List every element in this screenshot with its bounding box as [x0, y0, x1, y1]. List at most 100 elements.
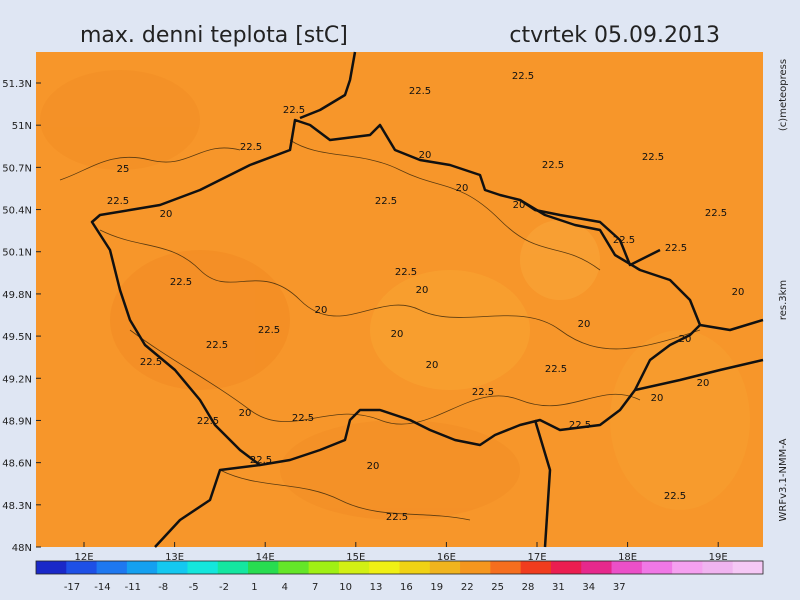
- lon-label: 17E: [527, 552, 546, 563]
- colorbar-label: 22: [461, 582, 474, 593]
- contour-label: 20: [391, 329, 404, 340]
- colorbar-frame: [35, 560, 764, 575]
- colorbar-swatch: [308, 561, 340, 574]
- contour-label: 22.5: [705, 208, 727, 219]
- contour-label: 20: [160, 209, 173, 220]
- contour-label: 20: [513, 200, 526, 211]
- contour-labels: 22.5 22.5 22.5 22.5 25 20 22.5 22.5 20 22.5 20 22.5…: [107, 71, 745, 523]
- lat-label: 50.1N: [2, 248, 32, 259]
- colorbar-swatch: [248, 561, 279, 574]
- colorbar-swatch: [550, 561, 582, 574]
- lat-label: 49.8N: [2, 290, 32, 301]
- lon-label: 16E: [437, 552, 456, 563]
- lon-label: 12E: [74, 552, 93, 563]
- colorbar-label: 31: [552, 582, 565, 593]
- lat-label: 48.3N: [2, 501, 32, 512]
- lon-label: 18E: [618, 552, 637, 563]
- contour-label: 22.5: [542, 160, 564, 171]
- contour-label: 22.5: [240, 142, 262, 153]
- contour-label: 22.5: [613, 235, 635, 246]
- colorbar-label: 25: [491, 582, 504, 593]
- colorbar-swatch: [126, 561, 158, 574]
- colorbar-label: -14: [94, 582, 110, 593]
- colorbar-swatch: [581, 561, 613, 574]
- lon-label: 15E: [346, 552, 365, 563]
- colorbar-swatch: [96, 561, 128, 574]
- colorbar-swatch: [672, 561, 703, 574]
- contour-label: 22.5: [283, 105, 305, 116]
- colorbar-label: 1: [251, 582, 257, 593]
- contour-label: 20: [426, 360, 439, 371]
- lon-label: 19E: [709, 552, 728, 563]
- colorbar-swatch: [157, 561, 188, 574]
- contour-label: 20: [456, 183, 469, 194]
- contour-label: 22.5: [250, 455, 272, 466]
- contour-label: 22.5: [206, 340, 228, 351]
- colorbar-swatch: [429, 561, 461, 574]
- colorbar-label: -8: [158, 582, 168, 593]
- lat-label: 49.2N: [2, 374, 32, 385]
- colorbar-label: 7: [312, 582, 318, 593]
- colorbar-swatch: [399, 561, 431, 574]
- contour-label: 22.5: [472, 387, 494, 398]
- contour-label: 22.5: [197, 416, 219, 427]
- contour-label: 22.5: [545, 364, 567, 375]
- colorbar: -17 -14 -11 -8 -5 -2 1 4 7 10 13 16 19 22 25 28 31 34 37: [35, 560, 764, 593]
- warm-patches: [40, 70, 750, 520]
- contour-label: 22.5: [292, 413, 314, 424]
- contours: [59, 139, 701, 521]
- colorbar-swatch: [732, 561, 764, 574]
- lat-label: 48.6N: [2, 459, 32, 470]
- lon-label: 13E: [165, 552, 184, 563]
- colorbar-label: 13: [370, 582, 383, 593]
- contour-label: 20: [697, 378, 710, 389]
- lat-label: 49.5N: [2, 332, 32, 343]
- contour-label: 20: [239, 408, 252, 419]
- contour-label: 25: [117, 164, 130, 175]
- contour-label: 22.5: [140, 357, 162, 368]
- contour-label: 20: [416, 285, 429, 296]
- contour-label: 22.5: [409, 86, 431, 97]
- colorbar-swatch: [278, 561, 310, 574]
- date: ctvrtek 05.09.2013: [509, 23, 720, 48]
- colorbar-label: 16: [400, 582, 413, 593]
- contour-label: 22.5: [170, 277, 192, 288]
- lat-label: 48.9N: [2, 416, 32, 427]
- colorbar-label: 37: [613, 582, 626, 593]
- contour-label: 22.5: [665, 243, 687, 254]
- contour-label: 22.5: [664, 491, 686, 502]
- colorbar-swatch: [66, 561, 98, 574]
- colorbar-swatch: [460, 561, 491, 574]
- colorbar-label: 34: [582, 582, 595, 593]
- colorbar-swatch: [187, 561, 219, 574]
- title: max. denni teplota [stC]: [80, 23, 348, 48]
- contour-label: 20: [315, 305, 328, 316]
- contour-label: 22.5: [375, 196, 397, 207]
- contour-label: 20: [732, 287, 745, 298]
- resolution: res.3km: [778, 280, 789, 320]
- lat-label: 50.4N: [2, 206, 32, 217]
- contour-label: 20: [679, 334, 692, 345]
- colorbar-label: 4: [282, 582, 288, 593]
- contour-label: 22.5: [386, 512, 408, 523]
- colorbar-label: 28: [522, 582, 535, 593]
- contour-label: 22.5: [569, 420, 591, 431]
- colorbar-swatch: [611, 561, 643, 574]
- latitude-labels: 51.3N 51N 50.7N 50.4N 50.1N 49.8N 49.5N 49.2N 48…: [2, 79, 41, 554]
- lat-label: 51N: [12, 121, 32, 132]
- contour-label: 22.5: [395, 267, 417, 278]
- colorbar-label: -17: [64, 582, 80, 593]
- lat-label: 50.7N: [2, 163, 32, 174]
- colorbar-label: -11: [125, 582, 141, 593]
- contour-label: 22.5: [107, 196, 129, 207]
- colorbar-swatch: [702, 561, 734, 574]
- lat-label: 51.3N: [2, 79, 32, 90]
- contour-label: 22.5: [512, 71, 534, 82]
- contour-label: 20: [578, 319, 591, 330]
- lon-label: 14E: [256, 552, 275, 563]
- borders: [90, 51, 764, 548]
- colorbar-label: -5: [189, 582, 199, 593]
- contour-label: 22.5: [642, 152, 664, 163]
- longitude-labels: 12E 13E 14E 15E 16E 17E 18E 19E: [74, 542, 728, 563]
- contour-label: 20: [651, 393, 664, 404]
